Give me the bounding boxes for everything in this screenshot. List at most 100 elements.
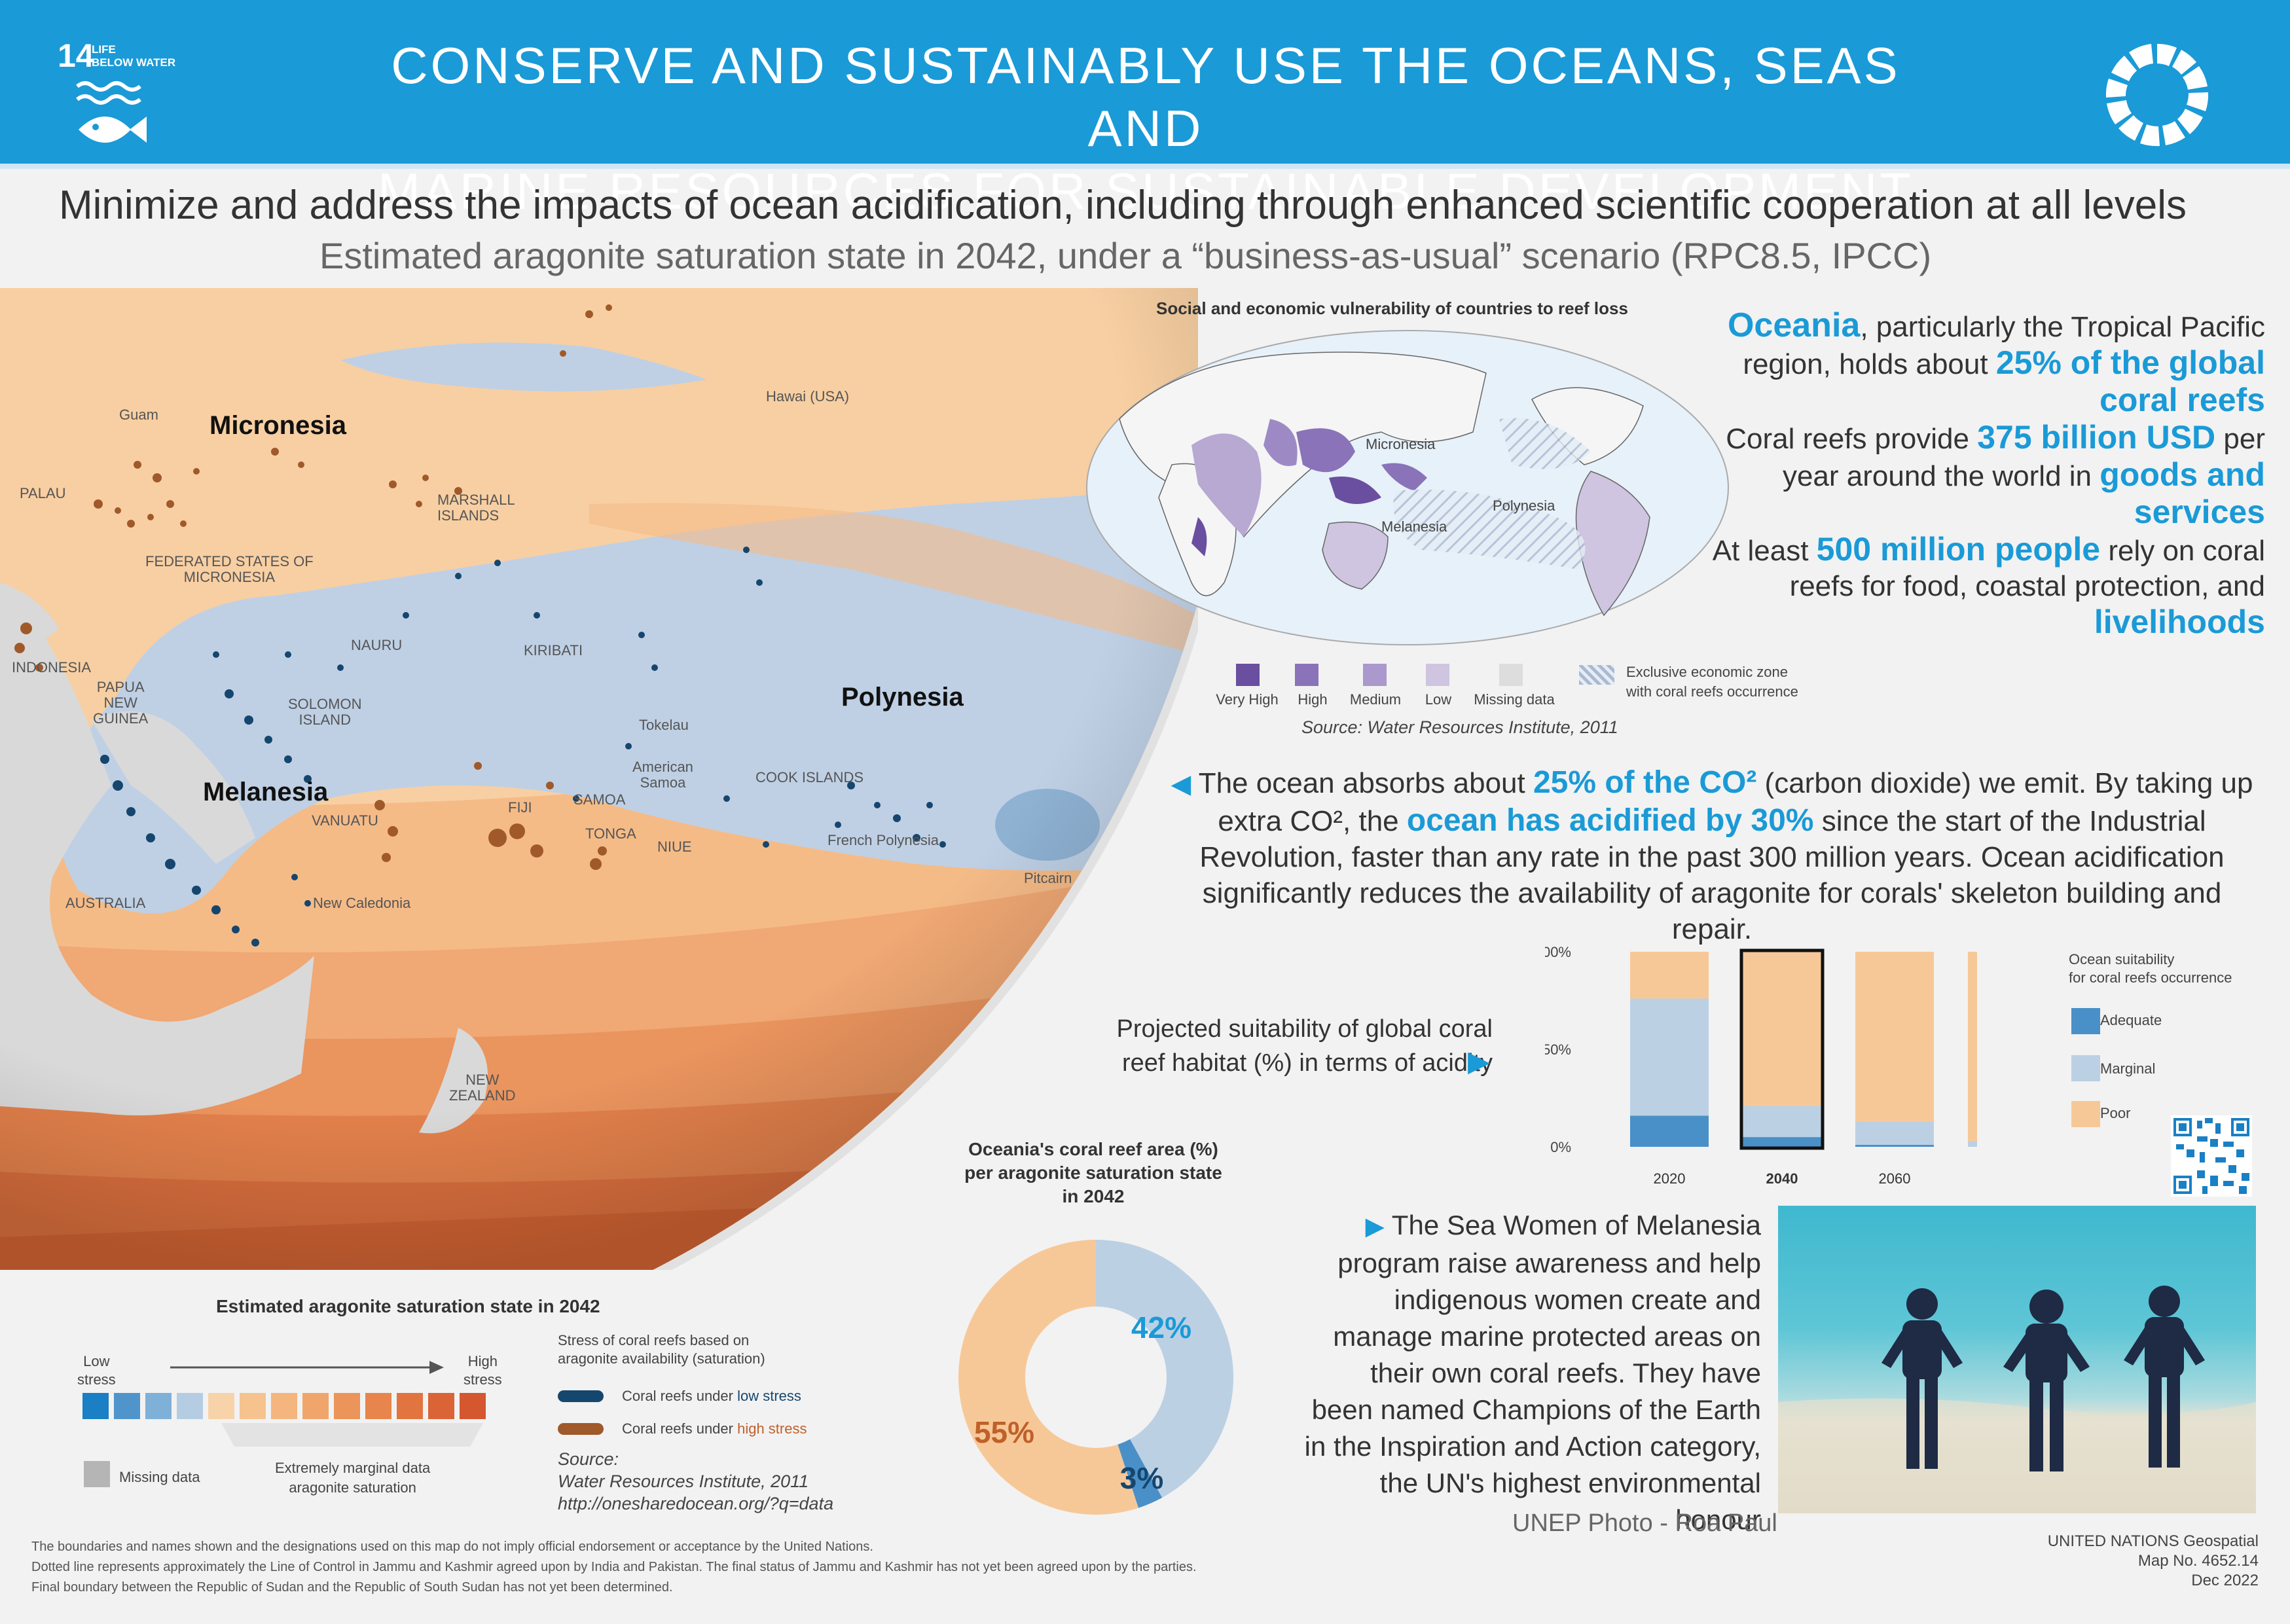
legend-label-low: Low — [1425, 691, 1452, 708]
sdg-wheel-icon — [2105, 44, 2209, 147]
map-label-png: PAPUA NEW GUINEA — [93, 679, 149, 727]
aragonite-scale-swatch — [428, 1393, 454, 1419]
header-banner — [0, 0, 2290, 169]
high-stress-label: Coral reefs under high stress — [622, 1420, 807, 1437]
map-label-solomon: SOLOMON ISLAND — [288, 696, 362, 728]
goal-number: 14 — [58, 37, 94, 74]
fact-coral-people: At least 500 million people rely on cora… — [1712, 531, 2265, 640]
aragonite-scale-swatch — [240, 1393, 266, 1419]
vulnerability-map — [1086, 330, 1729, 645]
vul-label-melanesia: Melanesia — [1381, 518, 1447, 535]
acidification-text: ◀ The ocean absorbs about 25% of the CO²… — [1171, 765, 2253, 945]
footer-date: Dec 2022 — [2191, 1572, 2259, 1589]
vul-label-polynesia: Polynesia — [1493, 497, 1555, 514]
donut-slice-label: 3% — [1120, 1461, 1163, 1495]
stress-title: Stress of coral reefs based on aragonite… — [558, 1332, 765, 1367]
suitability-label: Projected suitability of global coral re… — [1116, 1015, 1493, 1077]
bar-segment-poor — [1630, 952, 1709, 999]
footer-notes: The boundaries and names shown and the d… — [31, 1537, 1197, 1598]
donut-title: Oceania's coral reef area (%) per aragon… — [964, 1139, 1222, 1206]
legend-swatch-high — [1295, 664, 1318, 686]
map-label-niue: NIUE — [657, 839, 692, 855]
bar-segment-marginal — [1968, 1141, 1977, 1147]
map-label-indonesia: INDONESIA — [12, 659, 92, 676]
donut-slice-label: 42% — [1131, 1310, 1191, 1344]
bar-segment-adequate — [1743, 1137, 1821, 1147]
map-label-pitcairn: Pitcairn — [1024, 870, 1072, 886]
bar-legend-swatch-poor — [2071, 1101, 2100, 1127]
main-map — [0, 288, 1198, 1270]
map-label-kiribati: KIRIBATI — [524, 642, 583, 659]
map-label-vanuatu: VANUATU — [312, 812, 378, 829]
map-label-french-polynesia: French Polynesia — [827, 832, 939, 848]
map-label-marshall: MARSHALL ISLANDS — [437, 492, 515, 524]
subheadline: Estimated aragonite saturation state in … — [319, 235, 1932, 276]
photo-credit: UNEP Photo - Roa Paul — [1512, 1509, 1777, 1537]
aragonite-scale-swatch — [114, 1393, 140, 1419]
map-label-fiji: FIJI — [508, 799, 532, 816]
aragonite-source: Source: Water Resources Institute, 2011 … — [558, 1449, 834, 1513]
bar-segment-adequate — [1630, 1115, 1709, 1147]
extreme-range-bracket — [221, 1423, 483, 1447]
aragonite-scale-swatch — [365, 1393, 391, 1419]
map-label-samoa: SAMOA — [573, 791, 626, 808]
bar-segment-adequate — [1855, 1145, 1934, 1147]
map-label-cook-islands: COOK ISLANDS — [755, 769, 864, 785]
vul-label-micronesia: Micronesia — [1366, 436, 1436, 452]
bar-legend-marginal: Marginal — [2100, 1060, 2156, 1077]
arrow-left-icon: ◀ — [1171, 770, 1191, 799]
aragonite-scale-swatch — [302, 1393, 329, 1419]
legend-label-eez: Exclusive economic zone with coral reefs… — [1626, 664, 1798, 700]
legend-high-label: High stress — [463, 1353, 502, 1388]
map-label-palau: PALAU — [20, 485, 66, 501]
suitability-bar-chart: 0%50%100%2020204020602080 — [1545, 944, 1977, 1187]
bar-segment-marginal — [1855, 1121, 1934, 1146]
map-label-nauru: NAURU — [351, 637, 403, 653]
footer-credits: UNITED NATIONS Geospatial Map No. 4652.1… — [2029, 1532, 2259, 1591]
aragonite-scale-swatch — [397, 1393, 423, 1419]
x-tick-label: 2040 — [1766, 1170, 1798, 1187]
footer-map-no: Map No. 4652.14 — [2137, 1552, 2259, 1570]
bar-legend-title: Ocean suitability for coral reefs occurr… — [2069, 951, 2232, 986]
legend-label-high: High — [1298, 691, 1328, 708]
aragonite-scale-swatch — [145, 1393, 172, 1419]
vulnerability-title: Social and economic vulnerability of cou… — [1156, 298, 1628, 318]
y-tick-label: 0% — [1550, 1139, 1571, 1155]
legend-swatch-eez — [1579, 665, 1614, 685]
oceania-facts: Oceania, particularly the Tropical Pacif… — [1689, 308, 2265, 641]
vulnerability-source: Source: Water Resources Institute, 2011 — [1301, 717, 1618, 737]
x-tick-label: 2060 — [1879, 1170, 1911, 1187]
map-label-tokelau: Tokelau — [639, 717, 689, 733]
legend-swatch-missing — [1499, 664, 1523, 686]
fish-waves-icon — [76, 81, 147, 143]
y-tick-label: 50% — [1545, 1041, 1571, 1058]
coral-area-donut-chart: 42% 3% 55% — [958, 1240, 1234, 1515]
x-tick-label: 2020 — [1654, 1170, 1686, 1187]
donut-slice — [1096, 1240, 1234, 1498]
sea-women-photo — [1778, 1206, 2256, 1513]
aragonite-scale-swatch — [460, 1393, 486, 1419]
arrow-right-long-icon — [170, 1361, 444, 1374]
map-label-new-zealand: NEW ZEALAND — [449, 1072, 516, 1104]
missing-data-label: Missing data — [119, 1469, 200, 1485]
region-micronesia: Micronesia — [209, 411, 346, 440]
bar-legend-swatch-adequate — [2071, 1008, 2100, 1034]
legend-label-missing: Missing data — [1474, 691, 1555, 708]
region-polynesia: Polynesia — [841, 683, 964, 712]
low-stress-swatch — [558, 1390, 604, 1402]
bar-legend-swatch-marginal — [2071, 1055, 2100, 1081]
legend-low-label: Low stress — [77, 1353, 116, 1388]
aragonite-scale-swatch — [208, 1393, 234, 1419]
qr-code-icon — [2171, 1115, 2252, 1197]
goal-label: LIFE BELOW WATER — [92, 43, 176, 69]
legend-swatch-very-high — [1236, 664, 1260, 686]
bar-segment-poor — [1855, 952, 1934, 1122]
footer-note: The boundaries and names shown and the d… — [31, 1540, 873, 1554]
map-label-guam: Guam — [119, 406, 158, 423]
map-label-tonga: TONGA — [585, 825, 636, 842]
aragonite-scale-swatch — [177, 1393, 203, 1419]
arrow-right-icon: ▶ — [1468, 1045, 1490, 1077]
legend-swatch-medium — [1363, 664, 1387, 686]
region-melanesia: Melanesia — [203, 778, 329, 806]
legend-swatch-low — [1426, 664, 1449, 686]
